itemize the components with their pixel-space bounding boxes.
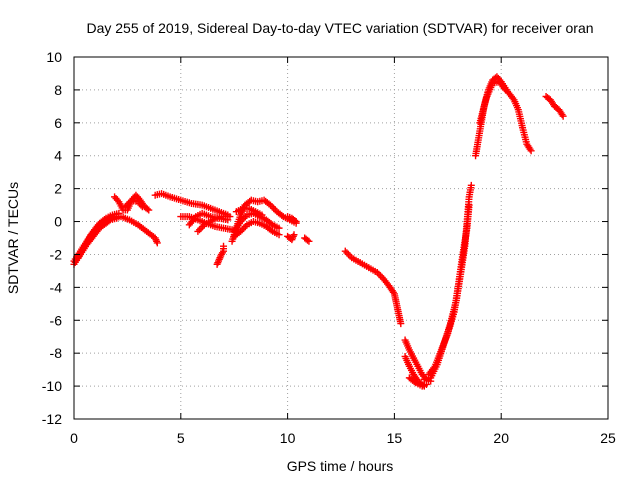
data-point — [527, 147, 535, 155]
data-point — [377, 272, 385, 280]
data-point — [397, 320, 405, 328]
data-point — [343, 249, 351, 257]
data-point — [275, 224, 283, 232]
data-point — [267, 220, 275, 228]
axis-ticks — [73, 56, 609, 420]
data-point — [153, 239, 161, 247]
x-axis-title: GPS time / hours — [287, 458, 394, 474]
data-point — [501, 86, 509, 94]
y-axis-tick-labels: 10 8 6 4 2 0 -2 -4 -6 -8 -10 -12 — [42, 49, 62, 427]
data-point — [220, 242, 228, 250]
data-point — [267, 226, 275, 234]
y-tick-label: 10 — [46, 49, 62, 65]
data-point — [304, 236, 312, 244]
data-point — [194, 227, 202, 235]
x-tick-label: 15 — [387, 430, 403, 446]
y-tick-label: -8 — [50, 345, 63, 361]
data-point — [278, 211, 286, 219]
data-series-sdtvar — [70, 73, 567, 390]
data-point — [275, 231, 283, 239]
data-point — [292, 218, 300, 226]
data-point — [344, 250, 352, 258]
y-tick-label: -2 — [50, 246, 63, 262]
data-point — [559, 112, 567, 120]
data-point — [195, 226, 203, 234]
plot-frame — [73, 56, 609, 420]
y-tick-label: -4 — [50, 279, 63, 295]
y-tick-label: 4 — [54, 148, 62, 164]
y-tick-label: -6 — [50, 312, 63, 328]
y-tick-label: 0 — [54, 214, 62, 230]
data-point — [197, 224, 205, 232]
x-tick-label: 0 — [70, 430, 78, 446]
data-point — [290, 231, 298, 239]
data-point — [467, 181, 475, 189]
data-point — [291, 216, 299, 224]
data-point — [305, 237, 313, 245]
data-point — [341, 247, 349, 255]
y-tick-label: -10 — [42, 378, 62, 394]
data-point — [145, 206, 153, 214]
data-point — [138, 203, 146, 211]
y-tick-label: 6 — [54, 115, 62, 131]
data-point — [226, 213, 234, 221]
data-point — [465, 201, 473, 209]
y-tick-label: -12 — [42, 411, 62, 427]
x-tick-label: 20 — [493, 430, 509, 446]
data-point — [410, 378, 418, 386]
y-tick-label: 2 — [54, 181, 62, 197]
x-tick-label: 10 — [280, 430, 296, 446]
data-point — [98, 219, 106, 227]
x-tick-label: 5 — [177, 430, 185, 446]
y-tick-label: 8 — [54, 82, 62, 98]
chart-title: Day 255 of 2019, Sidereal Day-to-day VTE… — [86, 20, 593, 36]
x-tick-label: 25 — [600, 430, 616, 446]
data-point — [258, 211, 266, 219]
data-point — [143, 205, 151, 213]
y-axis-title: SDTVAR / TECUs — [5, 182, 21, 294]
x-axis-tick-labels: 0 5 10 15 20 25 — [70, 430, 616, 446]
data-point — [270, 204, 278, 212]
